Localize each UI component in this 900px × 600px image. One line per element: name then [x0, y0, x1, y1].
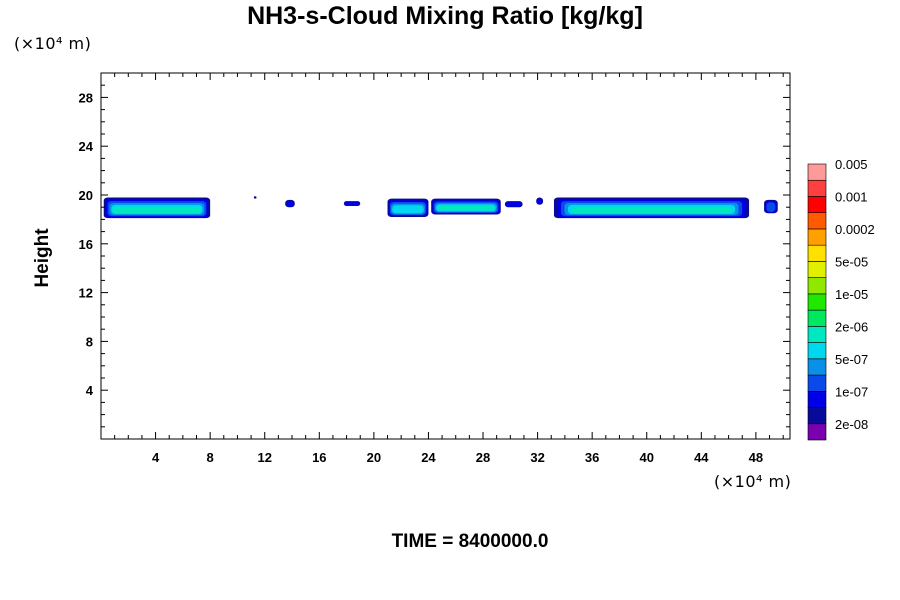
x-tick-label: 36 [585, 450, 599, 465]
x-tick-label: 24 [421, 450, 436, 465]
x-tick-label: 8 [207, 450, 214, 465]
colorbar-swatch [807, 358, 827, 376]
colorbar-swatch [807, 293, 827, 311]
cloud-region [431, 198, 501, 215]
colorbar-label: 0.001 [835, 189, 868, 204]
cloud-contour-level [766, 202, 776, 212]
x-tick-label: 40 [640, 450, 654, 465]
time-label: TIME = 8400000.0 [391, 531, 549, 552]
colorbar-swatch [807, 390, 827, 408]
x-tick-label: 20 [367, 450, 381, 465]
colorbar-swatch [807, 261, 827, 278]
colorbar: 2e-08 1e-07 5e-07 2e-06 1e-05 5e-05 0.0002 0.00… [807, 157, 875, 441]
x-axis: 4 8 12 16 20 24 28 32 36 40 44 48 [114, 73, 784, 465]
cloud-region [387, 198, 429, 217]
colorbar-swatch [807, 309, 827, 327]
cloud-contour-level [286, 200, 294, 207]
y-tick-label: 8 [86, 334, 93, 349]
cloud-contour-level [537, 198, 542, 205]
y-tick-label: 12 [79, 286, 93, 301]
colorbar-swatch [807, 374, 827, 392]
colorbar-swatch [807, 277, 827, 295]
y-axis-label: Height [32, 228, 53, 288]
y-tick-label: 28 [79, 90, 93, 105]
colorbar-label: 2e-08 [835, 417, 868, 432]
colorbar-swatch [807, 212, 827, 230]
y-tick-label: 20 [79, 188, 93, 203]
cloud-contour-level [437, 205, 495, 211]
cloud-contour-level [571, 206, 732, 213]
y-axis-unit: (×10⁴ m) [14, 34, 92, 53]
plot-frame [100, 72, 791, 440]
x-tick-label: 16 [312, 450, 326, 465]
colorbar-swatch [807, 179, 827, 197]
x-tick-label: 48 [749, 450, 763, 465]
colorbar-label: 2e-06 [835, 319, 868, 334]
x-tick-label: 32 [530, 450, 544, 465]
y-tick-label: 4 [86, 383, 94, 398]
cloud-contour-level [253, 196, 257, 199]
x-tick-label: 28 [476, 450, 490, 465]
cloud-field [103, 196, 778, 219]
y-tick-label: 16 [79, 237, 93, 252]
y-axis: 4 8 12 16 20 24 28 [79, 84, 790, 428]
colorbar-label: 5e-05 [835, 254, 868, 269]
cloud-region [553, 197, 750, 219]
x-tick-label: 44 [694, 450, 709, 465]
cloud-region [343, 201, 361, 206]
x-tick-label: 12 [257, 450, 271, 465]
cloud-region [103, 197, 211, 219]
cloud-contour-level [345, 202, 360, 206]
colorbar-swatch [807, 228, 827, 246]
colorbar-label: 0.005 [835, 157, 868, 172]
y-tick-label: 24 [79, 139, 94, 154]
cloud-region [285, 199, 295, 208]
x-tick-label: 4 [152, 450, 160, 465]
colorbar-swatch [807, 163, 827, 181]
chart-title: NH3-s-Cloud Mixing Ratio [kg/kg] [247, 2, 643, 30]
cloud-contour-level [392, 205, 424, 214]
colorbar-label: 0.0002 [835, 222, 875, 237]
colorbar-label: 1e-07 [835, 384, 868, 399]
cloud-region [536, 197, 544, 205]
colorbar-swatch [807, 326, 827, 343]
colorbar-swatch [807, 423, 827, 441]
x-axis-unit: (×10⁴ m) [714, 472, 792, 491]
cloud-contour-level [506, 202, 522, 207]
cloud-region [504, 201, 523, 208]
colorbar-label: 5e-07 [835, 352, 868, 367]
cloud-contour-level [113, 206, 201, 213]
cloud-region [253, 196, 257, 199]
colorbar-swatch [807, 196, 827, 214]
colorbar-label: 1e-05 [835, 287, 868, 302]
colorbar-swatch [807, 342, 827, 360]
colorbar-swatch [807, 407, 827, 425]
colorbar-swatch [807, 244, 827, 262]
cloud-region [764, 199, 778, 214]
